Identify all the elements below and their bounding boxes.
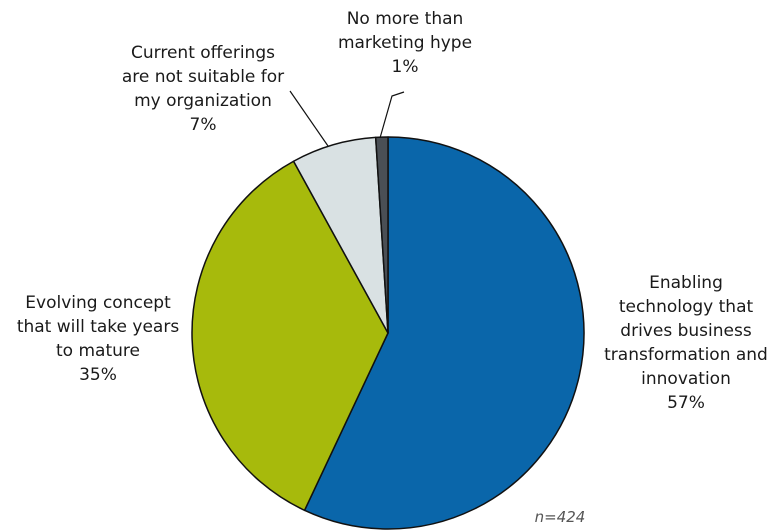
- slice-label-3: Current offerings are not suitable for my …: [122, 43, 284, 135]
- pie-slice-4: [374, 136, 389, 334]
- slice-label-line: drives business: [620, 321, 752, 341]
- leader-lines: [289, 90, 405, 147]
- pie-slice-1: [303, 136, 585, 530]
- slice-labels: Enabling technology that drives business tr…: [17, 9, 768, 413]
- slice-label-line: transformation and: [604, 345, 768, 365]
- slice-label-line: marketing hype: [338, 33, 472, 53]
- slice-label-line: technology that: [619, 297, 754, 317]
- leader-line-3: [289, 90, 329, 147]
- slice-label-line: Current offerings: [131, 43, 275, 63]
- sample-size-note: n=424: [535, 508, 586, 526]
- slice-label-line: my organization: [134, 91, 272, 111]
- slice-label-line: are not suitable for: [122, 67, 284, 87]
- pie-slice-2: [191, 160, 389, 512]
- slice-label-line: Evolving concept: [25, 293, 171, 313]
- slice-label-line: Enabling: [649, 273, 723, 293]
- slice-label-2: Evolving concept that will take years to m…: [17, 293, 180, 385]
- slice-label-line: innovation: [641, 369, 731, 389]
- slice-label-line: that will take years: [17, 317, 180, 337]
- leader-line-4: [379, 91, 405, 139]
- slice-label-4: No more than marketing hype 1%: [338, 9, 472, 77]
- slice-label-line: to mature: [56, 341, 140, 361]
- slice-percent: 35%: [79, 365, 117, 385]
- slice-percent: 57%: [667, 393, 705, 413]
- slice-label-line: No more than: [347, 9, 464, 29]
- slice-percent: 7%: [190, 115, 217, 135]
- pie-slices: [191, 136, 585, 530]
- slice-label-1: Enabling technology that drives business tr…: [604, 273, 768, 413]
- slice-percent: 1%: [392, 57, 419, 77]
